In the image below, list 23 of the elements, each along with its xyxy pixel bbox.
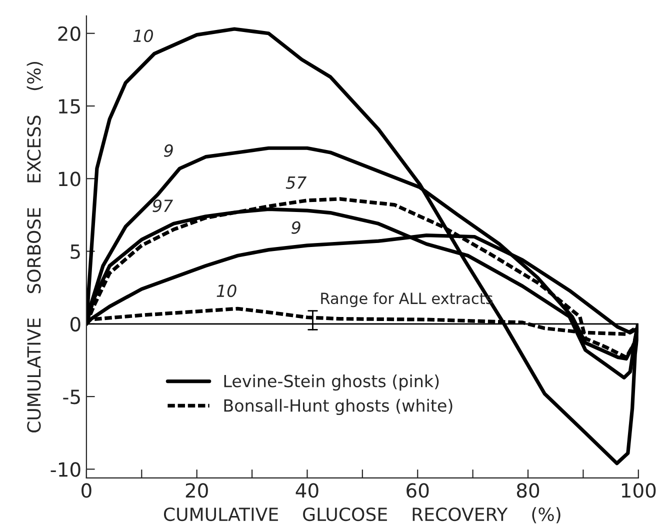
y-tick-label: 10 [58,172,80,186]
annotation: 10 [133,30,153,42]
x-tick-label: 0 [82,483,92,498]
y-tick-label: 5 [70,244,80,259]
annotation: 9 [164,144,173,157]
x-tick-label: 20 [186,483,208,498]
annotation: 57 [286,176,307,189]
annotation: 10 [216,284,236,298]
x-tick-label: 80 [516,483,540,498]
y-tick-label: 0 [70,316,80,332]
legend-label: Levine-Stein ghosts (pink) [224,374,439,391]
y-tick-label: 20 [58,26,80,42]
y-tick-label: 15 [58,99,80,114]
y-axis-title: CUMULATIVE SORBOSE EXCESS (%) [26,62,43,432]
x-axis-title: CUMULATIVE GLUCOSE RECOVERY (%) [164,507,560,524]
legend-label: Bonsall-Hunt ghosts (white) [224,398,452,416]
x-tick-label: 60 [406,483,429,498]
annotation: 97 [152,200,173,212]
x-tick-label: 40 [296,483,318,498]
y-tick-label: -5 [63,390,80,404]
annotation: 9 [292,221,300,234]
y-tick-label: -10 [50,462,80,477]
x-tick-label: 100 [622,483,656,498]
